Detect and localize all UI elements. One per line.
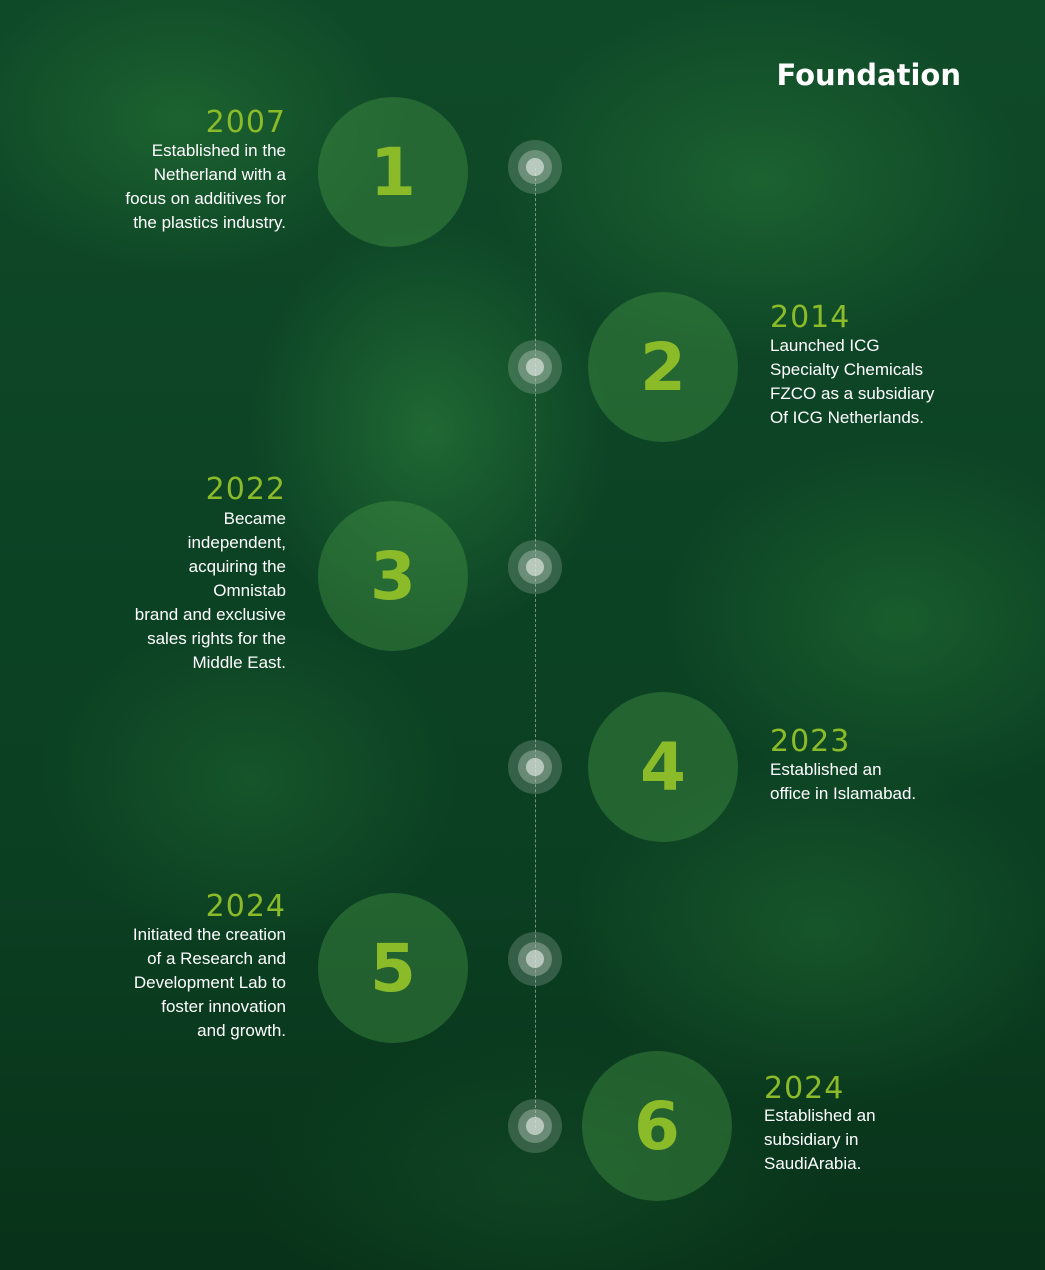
milestone-year-4: 2023 bbox=[770, 724, 851, 759]
milestone-number-1: 1 bbox=[318, 97, 468, 247]
milestone-number-5: 5 bbox=[318, 893, 468, 1043]
milestone-text-6: Established an subsidiary in SaudiArabia… bbox=[764, 1106, 876, 1173]
milestone-text-2: Launched ICG Specialty Chemicals FZCO as… bbox=[770, 336, 935, 427]
timeline-node-4 bbox=[508, 740, 562, 794]
milestone-text-1: Established in the Netherland with a foc… bbox=[125, 141, 286, 232]
page-title: Foundation bbox=[776, 58, 961, 92]
timeline-node-5 bbox=[508, 932, 562, 986]
timeline-node-1 bbox=[508, 140, 562, 194]
timeline-line bbox=[535, 168, 536, 1128]
milestone-text-5: Initiated the creation of a Research and… bbox=[132, 925, 286, 1040]
timeline-node-6 bbox=[508, 1099, 562, 1153]
milestone-text-3: Became independent, acquiring the Omnist… bbox=[134, 509, 286, 672]
milestone-number-4: 4 bbox=[588, 692, 738, 842]
milestone-number-6: 6 bbox=[582, 1051, 732, 1201]
milestone-number-3: 3 bbox=[318, 501, 468, 651]
timeline-node-2 bbox=[508, 340, 562, 394]
milestone-year-3: 2022 bbox=[205, 472, 286, 507]
milestone-year-6: 2024 bbox=[764, 1071, 845, 1106]
milestone-number-2: 2 bbox=[588, 292, 738, 442]
milestone-year-5: 2024 bbox=[205, 889, 286, 924]
milestone-year-1: 2007 bbox=[205, 105, 286, 140]
timeline-node-3 bbox=[508, 540, 562, 594]
milestone-text-4: Established an office in Islamabad. bbox=[770, 760, 917, 803]
milestone-year-2: 2014 bbox=[770, 300, 851, 335]
